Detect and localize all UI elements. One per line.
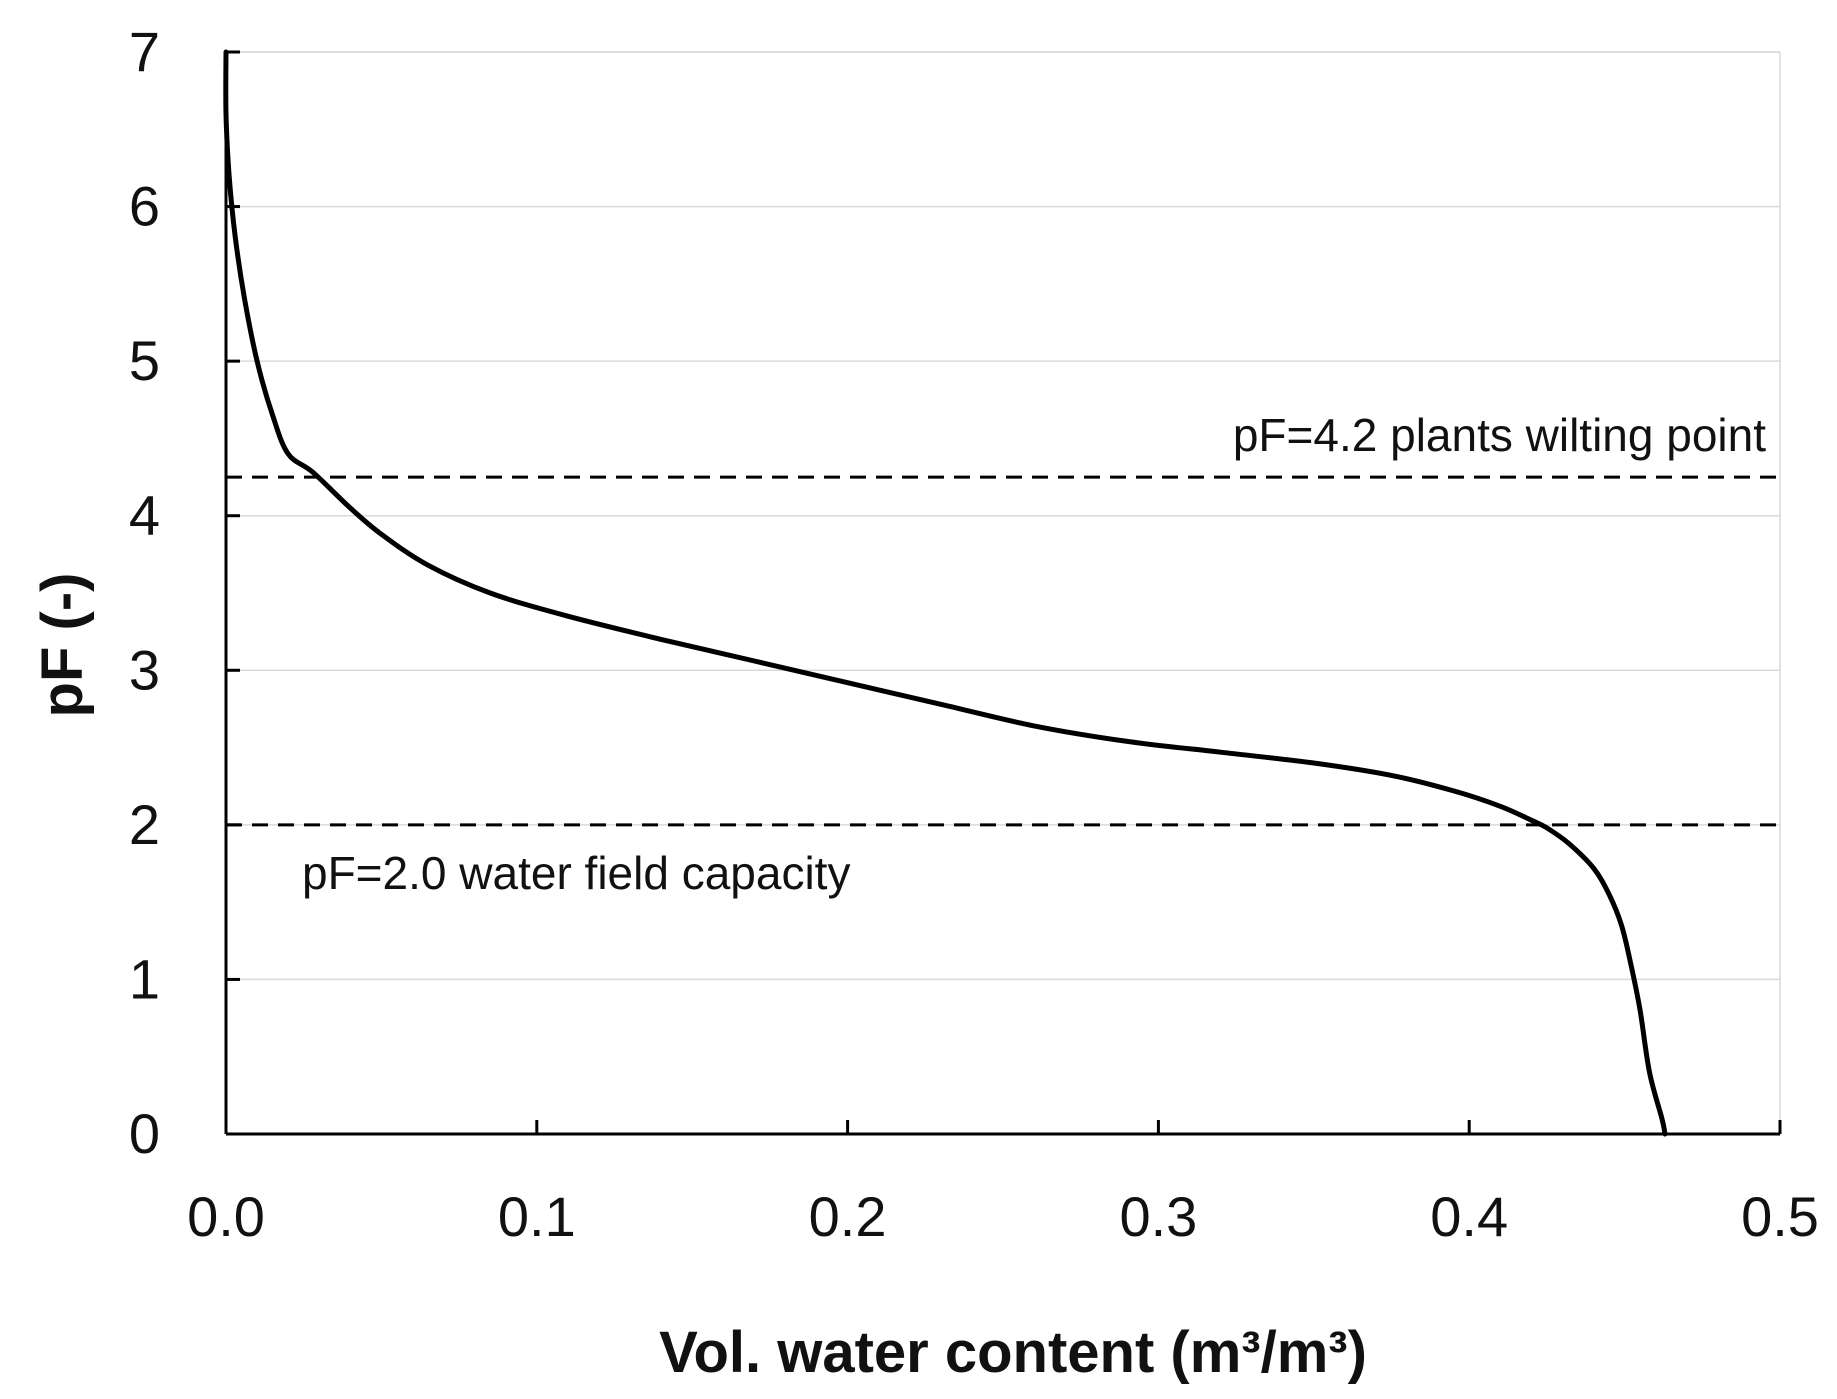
x-tick-label-0.3: 0.3: [1119, 1185, 1197, 1248]
y-tick-label-6: 6: [129, 175, 160, 238]
axes-layer: [224, 50, 1782, 1136]
reference-line-label-0: pF=4.2 plants wilting point: [1233, 409, 1766, 461]
reference-lines-layer: [226, 475, 1780, 827]
y-tick-label-7: 7: [129, 20, 160, 83]
x-axis-title: Vol. water content (m³/m³): [659, 1320, 1367, 1385]
grid-layer: [226, 51, 1781, 1134]
x-tick-label-0.0: 0.0: [187, 1185, 265, 1248]
x-tick-label-0.2: 0.2: [809, 1185, 887, 1248]
y-tick-label-2: 2: [129, 793, 160, 856]
tick-labels-layer: 0.0 0.1 0.2 0.3 0.4 0.5 0 1 2 3 4 5 6 7: [129, 20, 1819, 1248]
y-tick-label-4: 4: [129, 484, 160, 547]
y-tick-label-1: 1: [129, 947, 160, 1010]
y-axis-title: pF (-): [30, 573, 95, 718]
reference-line-label-1: pF=2.0 water field capacity: [302, 847, 850, 899]
series-line-0: [223, 49, 1668, 1137]
annotations-layer: pF=4.2 plants wilting point pF=2.0 water …: [302, 409, 1766, 899]
y-tick-label-5: 5: [129, 329, 160, 392]
y-tick-label-3: 3: [129, 638, 160, 701]
y-tick-label-0: 0: [129, 1102, 160, 1165]
series-layer: [223, 49, 1668, 1137]
x-tick-label-0.5: 0.5: [1741, 1185, 1819, 1248]
x-tick-label-0.4: 0.4: [1430, 1185, 1508, 1248]
x-tick-label-0.1: 0.1: [498, 1185, 576, 1248]
